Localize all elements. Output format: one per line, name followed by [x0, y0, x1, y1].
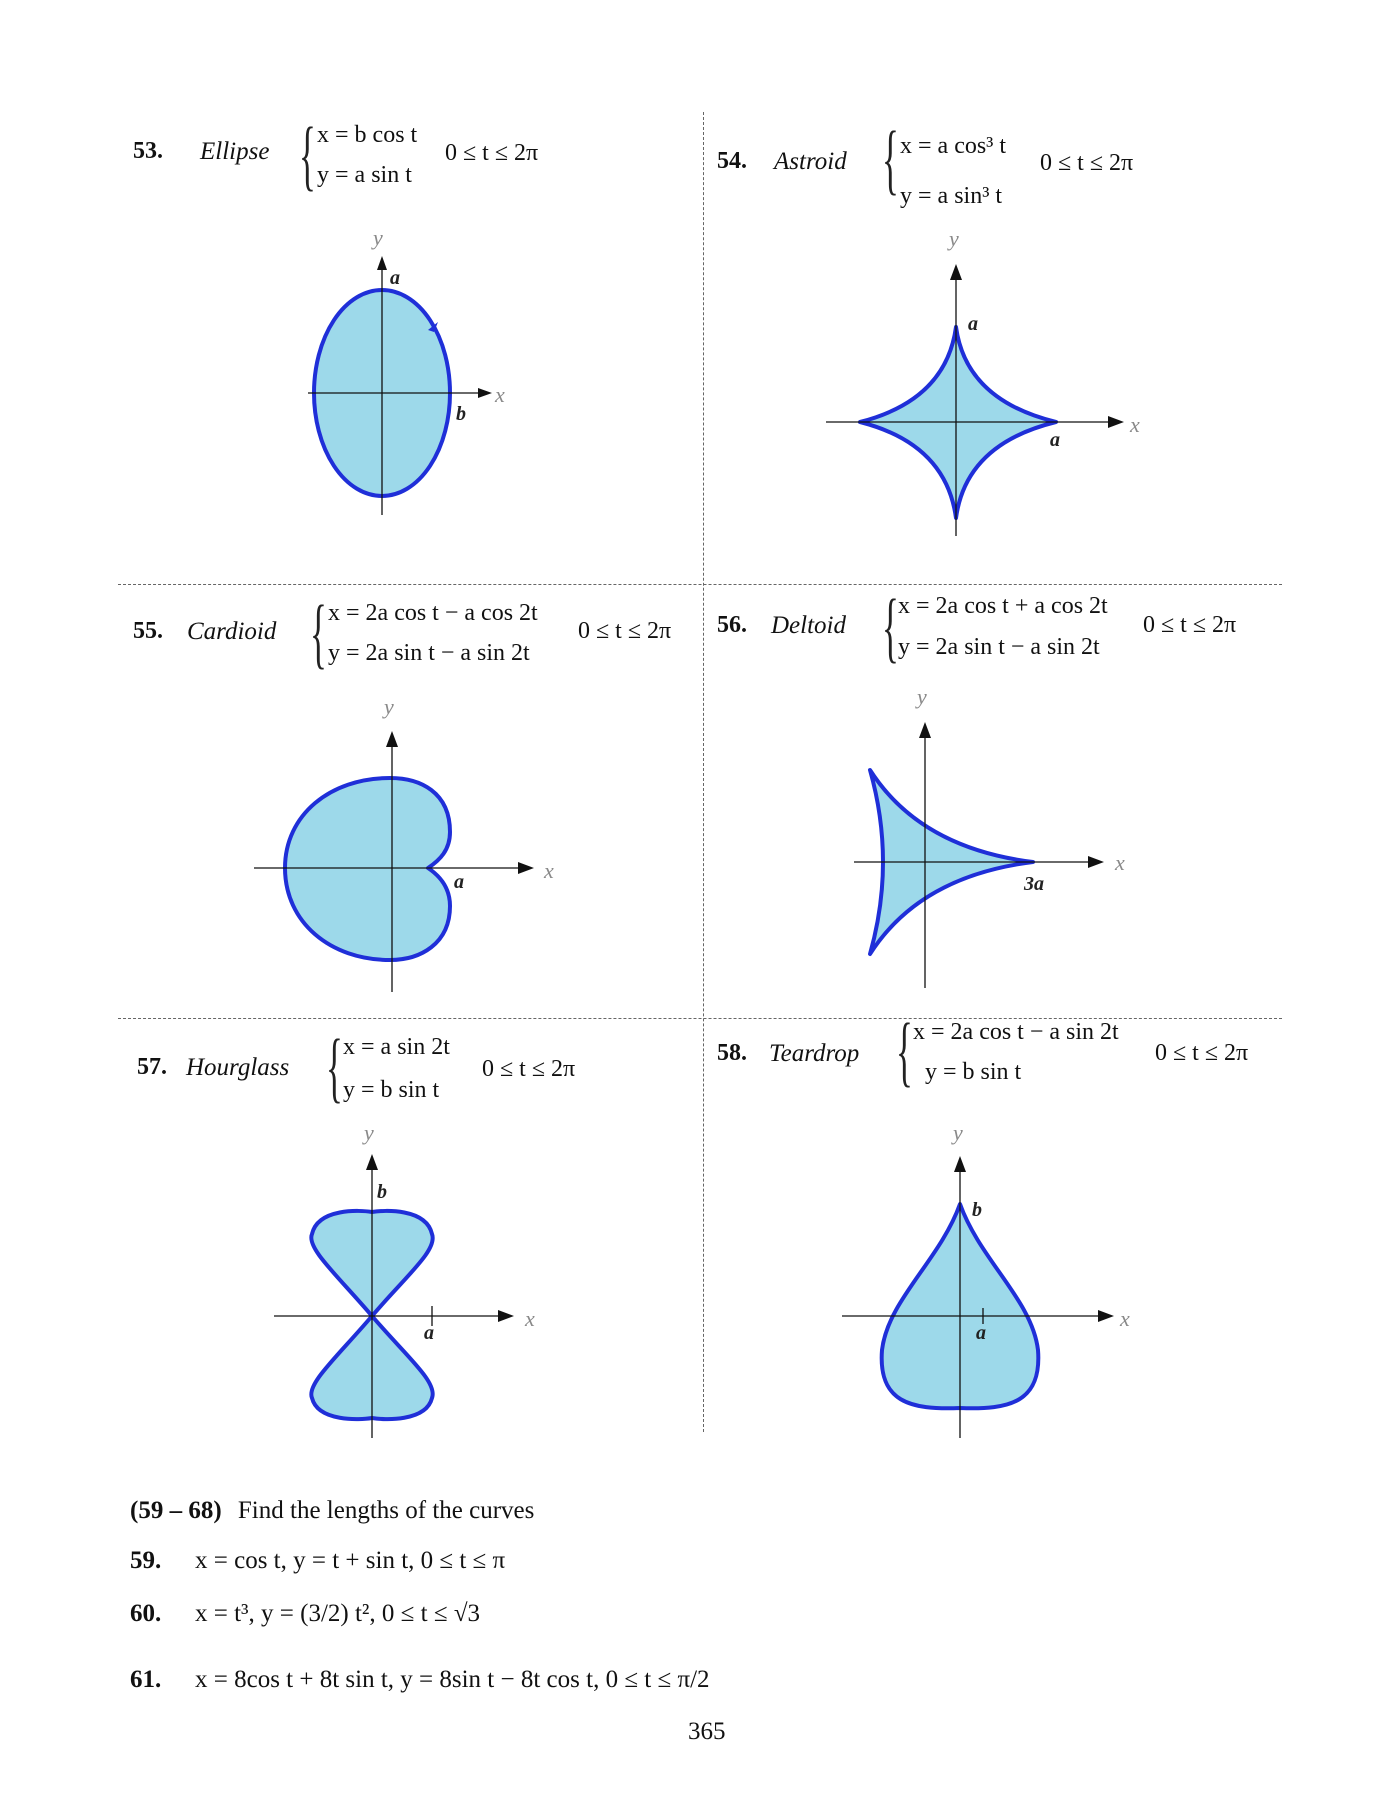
equation-y: y = 2a sin t − a sin 2t: [328, 640, 530, 666]
y-axis-label: y: [947, 226, 959, 251]
equation-y: y = a sin³ t: [900, 183, 1003, 209]
x-axis-label: x: [1114, 850, 1125, 875]
curve-name: Hourglass: [186, 1054, 290, 1081]
curve-name: Cardioid: [187, 618, 277, 645]
parameter-range: 0 ≤ t ≤ 2π: [1143, 612, 1237, 638]
parameter-range: 0 ≤ t ≤ 2π: [445, 140, 539, 166]
point-label-a: a: [390, 267, 400, 289]
exercise-text: x = cos t, y = t + sin t, 0 ≤ t ≤ π: [195, 1547, 506, 1574]
problem-number: 58.: [717, 1040, 747, 1066]
horizontal-divider-1: [118, 584, 1282, 585]
exercise-text: x = 8cos t + 8t sin t, y = 8sin t − 8t c…: [195, 1666, 710, 1693]
x-axis-label: x: [1119, 1306, 1130, 1331]
curve-name: Astroid: [774, 148, 847, 175]
x-axis-arrow: [1108, 416, 1124, 428]
x-axis-label: x: [1129, 412, 1140, 437]
section-instruction: Find the lengths of the curves: [237, 1497, 535, 1524]
exercise-item: 61. x = 8cos t + 8t sin t, y = 8sin t − 8…: [130, 1666, 710, 1694]
exercise-number: 60.: [130, 1600, 162, 1627]
parameter-range: 0 ≤ t ≤ 2π: [578, 618, 672, 644]
x-axis-label: x: [494, 382, 505, 407]
problem-number: 54.: [717, 148, 747, 174]
curve-name: Teardrop: [769, 1040, 860, 1067]
problem-number: 55.: [133, 618, 163, 644]
problem-number: 56.: [717, 612, 747, 638]
vertical-divider: [703, 112, 704, 1432]
x-axis-label: x: [543, 858, 554, 883]
left-brace: {: [882, 583, 899, 670]
left-brace: {: [882, 115, 899, 202]
equation-y: y = b sin t: [343, 1077, 440, 1103]
y-axis-label: y: [915, 684, 927, 709]
point-label-a-top: a: [968, 313, 978, 335]
y-axis-label: y: [362, 1120, 374, 1145]
y-axis-arrow: [386, 731, 398, 747]
point-label-3a: 3a: [1023, 873, 1044, 895]
equation-x: x = 2a cos t − a cos 2t: [328, 600, 538, 626]
exercise-item: 60. x = t³, y = (3/2) t², 0 ≤ t ≤ √3: [130, 1600, 480, 1628]
x-axis-arrow: [498, 1310, 514, 1322]
point-label-b: b: [972, 1199, 982, 1221]
curve-name: Deltoid: [771, 612, 846, 639]
exercise-number: 61.: [130, 1666, 162, 1693]
direction-arrow-icon: [428, 322, 438, 332]
point-label-a: a: [424, 1322, 434, 1344]
parameter-range: 0 ≤ t ≤ 2π: [1155, 1040, 1249, 1066]
equation-x: x = a sin 2t: [343, 1034, 450, 1060]
point-label-b: b: [456, 403, 466, 425]
equation-x: x = a cos³ t: [900, 133, 1007, 159]
y-axis-arrow: [377, 256, 387, 270]
equation-y: y = a sin t: [317, 162, 412, 188]
curve-name: Ellipse: [200, 138, 270, 165]
problem-number: 57.: [137, 1054, 167, 1080]
equation-y: y = 2a sin t − a sin 2t: [898, 634, 1100, 660]
y-axis-arrow: [366, 1154, 378, 1170]
equation-x: x = b cos t: [317, 122, 418, 148]
left-brace: {: [310, 589, 327, 676]
x-axis-label: x: [524, 1306, 535, 1331]
parameter-range: 0 ≤ t ≤ 2π: [482, 1056, 576, 1082]
page-number: 365: [688, 1718, 726, 1745]
exercise-number: 59.: [130, 1547, 162, 1574]
point-label-a-right: a: [1050, 429, 1060, 451]
section-range: (59 – 68): [130, 1497, 222, 1524]
x-axis-arrow: [478, 388, 492, 398]
equation-x: x = 2a cos t − a sin 2t: [913, 1019, 1119, 1045]
left-brace: {: [299, 111, 316, 198]
equation-x: x = 2a cos t + a cos 2t: [898, 593, 1108, 619]
point-label-a: a: [976, 1322, 986, 1344]
point-label-b: b: [377, 1181, 387, 1203]
left-brace: {: [326, 1023, 343, 1110]
left-brace: {: [896, 1007, 913, 1094]
x-axis-arrow: [1098, 1310, 1114, 1322]
parameter-range: 0 ≤ t ≤ 2π: [1040, 150, 1134, 176]
x-axis-arrow: [1088, 856, 1104, 868]
exercise-text: x = t³, y = (3/2) t², 0 ≤ t ≤ √3: [195, 1600, 481, 1627]
y-axis-label: y: [382, 694, 394, 719]
horizontal-divider-2: [118, 1018, 1282, 1019]
point-label-a: a: [454, 871, 464, 893]
x-axis-arrow: [518, 862, 534, 874]
section-header: (59 – 68) Find the lengths of the curves: [130, 1497, 534, 1525]
y-axis-arrow: [954, 1156, 966, 1172]
y-axis-arrow: [950, 264, 962, 280]
equation-y: y = b sin t: [925, 1059, 1022, 1085]
y-axis-label: y: [951, 1120, 963, 1145]
y-axis-arrow: [919, 722, 931, 738]
problem-number: 53.: [133, 138, 163, 164]
exercise-item: 59. x = cos t, y = t + sin t, 0 ≤ t ≤ π: [130, 1547, 505, 1575]
y-axis-label: y: [371, 225, 383, 250]
